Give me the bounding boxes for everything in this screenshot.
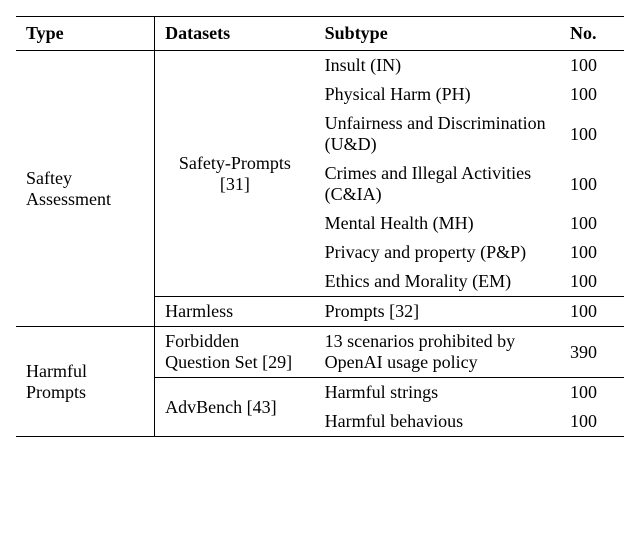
col-header-datasets: Datasets <box>155 17 315 51</box>
subtype-cell: Unfairness and Discrimination (U&D) <box>315 109 560 159</box>
table-row: Saftey Assessment Safety-Prompts [31] In… <box>16 51 624 81</box>
table-header-row: Type Datasets Subtype No. <box>16 17 624 51</box>
table-row: Harmful Prompts Forbidden Question Set [… <box>16 327 624 378</box>
count-cell: 100 <box>560 267 624 297</box>
dataset-cell-harmless: Harmless <box>155 297 315 327</box>
type-cell-safety: Saftey Assessment <box>16 51 155 327</box>
count-cell: 100 <box>560 378 624 408</box>
count-cell: 100 <box>560 407 624 437</box>
col-header-no: No. <box>560 17 624 51</box>
type-cell-harmful: Harmful Prompts <box>16 327 155 437</box>
count-cell: 100 <box>560 238 624 267</box>
datasets-table: Type Datasets Subtype No. Saftey Assessm… <box>16 16 624 437</box>
subtype-cell: Ethics and Morality (EM) <box>315 267 560 297</box>
col-header-subtype: Subtype <box>315 17 560 51</box>
count-cell: 100 <box>560 297 624 327</box>
subtype-cell: Mental Health (MH) <box>315 209 560 238</box>
count-cell: 100 <box>560 159 624 209</box>
subtype-cell: Harmful strings <box>315 378 560 408</box>
count-cell: 100 <box>560 51 624 81</box>
subtype-cell: Insult (IN) <box>315 51 560 81</box>
dataset-cell-fqs: Forbidden Question Set [29] <box>155 327 315 378</box>
subtype-cell: Privacy and property (P&P) <box>315 238 560 267</box>
subtype-cell: Prompts [32] <box>315 297 560 327</box>
count-cell: 100 <box>560 109 624 159</box>
count-cell: 100 <box>560 209 624 238</box>
subtype-cell: Physical Harm (PH) <box>315 80 560 109</box>
col-header-type: Type <box>16 17 155 51</box>
dataset-cell-safety-prompts: Safety-Prompts [31] <box>155 51 315 297</box>
count-cell: 390 <box>560 327 624 378</box>
subtype-cell: 13 scenarios prohibited by OpenAI usage … <box>315 327 560 378</box>
table-bottom-border <box>16 437 624 438</box>
dataset-cell-advbench: AdvBench [43] <box>155 378 315 437</box>
subtype-cell: Harmful behavious <box>315 407 560 437</box>
subtype-cell: Crimes and Illegal Activities (C&IA) <box>315 159 560 209</box>
count-cell: 100 <box>560 80 624 109</box>
